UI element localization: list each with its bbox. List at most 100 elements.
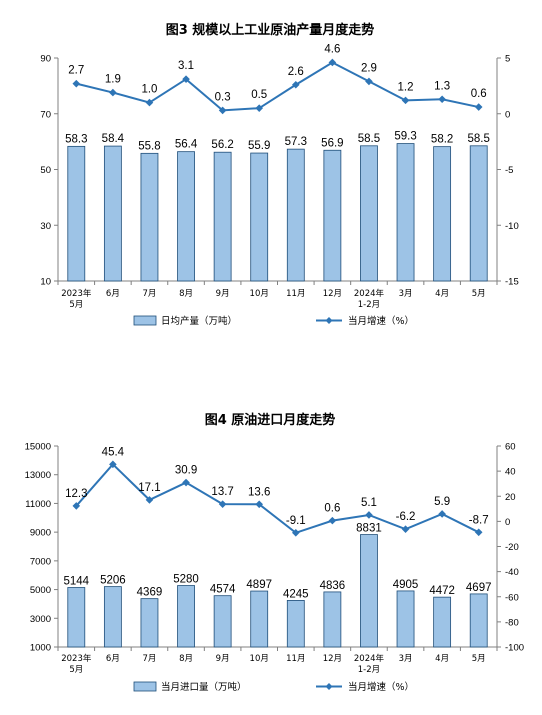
left-tick-label: 7000 <box>30 556 51 567</box>
bar-value-label: 55.8 <box>138 140 160 152</box>
x-tick-label: 9月 <box>216 289 230 299</box>
bar <box>213 151 232 282</box>
line-point <box>182 75 190 83</box>
line-point <box>474 103 483 111</box>
x-tick-label-line2: 5月 <box>69 665 83 675</box>
left-tick-label: 11000 <box>25 499 51 510</box>
right-tick-label: 60 <box>505 442 516 453</box>
line-value-label: 12.3 <box>65 488 87 500</box>
x-tick-label: 4月 <box>435 289 449 299</box>
bar <box>433 596 452 648</box>
bar-value-label: 4574 <box>210 584 236 596</box>
x-tick-label: 8月 <box>179 654 193 664</box>
x-tick-label: 11月 <box>286 654 305 664</box>
line-value-label: 4.6 <box>324 43 340 55</box>
x-tick-label-line2: 1-2月 <box>358 665 380 675</box>
line-point <box>255 104 264 112</box>
line-point <box>328 516 337 525</box>
growth-line <box>76 61 479 112</box>
x-tick-label-line2: 1-2月 <box>358 300 380 310</box>
line-point <box>438 95 446 104</box>
line-point <box>109 88 117 97</box>
bar <box>67 145 86 282</box>
line-value-label: 1.2 <box>398 81 414 93</box>
line-value-label: 5.9 <box>434 496 450 508</box>
left-tick-label: 13000 <box>25 470 51 481</box>
bar <box>323 149 342 282</box>
x-tick-label: 12月 <box>323 289 342 299</box>
line-value-label: 0.5 <box>251 89 267 101</box>
right-tick-label: -40 <box>505 567 519 578</box>
right-tick-label: -15 <box>505 277 519 288</box>
x-tick-label: 10月 <box>250 654 269 664</box>
line-point <box>401 525 410 533</box>
line-point <box>365 77 373 86</box>
x-tick-label: 6月 <box>106 289 120 299</box>
x-tick-label: 4月 <box>435 654 449 664</box>
left-tick-label: 50 <box>40 165 51 176</box>
line-value-label: 2.9 <box>361 62 377 74</box>
bar <box>360 145 378 282</box>
line-point <box>255 500 264 509</box>
legend-line-label: 当月增速（%） <box>348 315 414 327</box>
right-tick-label: 20 <box>505 492 516 503</box>
bar-value-label: 58.3 <box>65 133 87 145</box>
x-tick-label: 12月 <box>323 654 342 664</box>
line-value-label: 1.3 <box>434 80 450 92</box>
line-value-label: 0.3 <box>215 91 231 103</box>
growth-line <box>75 462 480 534</box>
line-value-label: -8.7 <box>469 514 489 526</box>
crude-output-chart: 图3 规模以上工业原油产量月度走势 907050301050-5-10-1558… <box>40 22 518 327</box>
left-tick-label: 9000 <box>30 528 51 539</box>
bar-value-label: 59.3 <box>394 131 416 143</box>
chart-title: 图4 原油进口月度走势 <box>205 412 336 428</box>
x-tick-label: 2023年 <box>61 653 92 664</box>
line-value-label: 30.9 <box>175 465 197 477</box>
line-point <box>72 79 81 88</box>
legend-bar-swatch <box>133 681 157 692</box>
bar-value-label: 58.4 <box>102 133 125 145</box>
bar <box>433 146 452 282</box>
line-value-label: 45.4 <box>102 446 125 458</box>
right-tick-label: -10 <box>505 221 519 232</box>
bar-value-label: 4897 <box>246 579 272 591</box>
line-value-label: 1.9 <box>105 74 121 86</box>
line-point <box>145 98 154 107</box>
bar-value-label: 5206 <box>100 575 126 587</box>
bar <box>286 600 305 648</box>
bar-value-label: 55.9 <box>248 140 270 152</box>
x-tick-label: 3月 <box>399 289 413 299</box>
left-tick-label: 90 <box>40 54 51 65</box>
bar-value-label: 4905 <box>393 579 419 591</box>
line-value-label: 2.6 <box>288 66 304 78</box>
bar <box>103 145 122 282</box>
right-tick-label: 0 <box>505 109 510 120</box>
line-point <box>401 96 410 105</box>
x-tick-label: 10月 <box>250 289 269 299</box>
bar-value-label: 4369 <box>137 587 163 599</box>
line-point <box>145 496 154 504</box>
x-tick-label: 2024年 <box>354 653 385 664</box>
x-tick-label: 6月 <box>106 654 120 664</box>
legend-line-marker <box>325 683 333 690</box>
left-tick-label: 3000 <box>30 614 51 625</box>
bar-value-label: 58.5 <box>468 133 490 145</box>
bar <box>140 152 159 282</box>
bar <box>396 143 415 282</box>
bar <box>177 151 195 282</box>
right-tick-label: 5 <box>505 54 510 65</box>
legend-bar-label: 当月进口量（万吨） <box>161 681 247 693</box>
line-value-label: 0.6 <box>324 503 340 515</box>
bar-value-label: 57.3 <box>285 136 307 148</box>
bar <box>103 586 122 648</box>
line-value-label: -9.1 <box>286 515 306 527</box>
bar-value-label: 4697 <box>466 582 492 594</box>
right-tick-label: 0 <box>505 517 510 528</box>
x-tick-label: 9月 <box>216 654 230 664</box>
left-tick-label: 10 <box>40 277 51 288</box>
line-point <box>182 478 190 487</box>
line-point <box>291 529 300 537</box>
x-tick-label: 11月 <box>286 289 305 299</box>
line-point <box>218 500 227 508</box>
